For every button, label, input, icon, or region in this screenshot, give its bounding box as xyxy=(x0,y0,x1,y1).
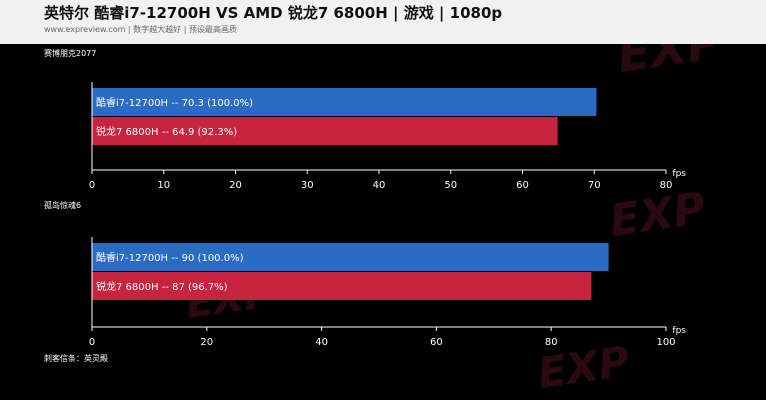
chart-panel-1: 孤岛惊魂6 酷睿i7-12700H -- 90 (100.0%) 锐龙7 6800H… xyxy=(44,200,686,348)
bar-a xyxy=(92,243,609,271)
x-tick-label: 70 xyxy=(588,180,601,191)
x-tick-label: 30 xyxy=(301,180,314,191)
x-tick-label: 60 xyxy=(430,337,443,348)
x-tick-label: 100 xyxy=(656,337,675,348)
chart-panel-0: 赛博朋克2077 酷睿i7-12700H -- 70.3 (100.0%) 锐龙7 … xyxy=(44,48,686,191)
bar-b xyxy=(92,117,558,145)
x-tick-label: 0 xyxy=(89,337,95,348)
x-tick-label: 20 xyxy=(229,180,242,191)
data-label: 酷睿i7-12700H -- 70.3 (100.0%) xyxy=(96,96,253,109)
header-bar: 英特尔 酷睿i7-12700H VS AMD 锐龙7 6800H | 游戏 | … xyxy=(0,0,766,44)
x-tick-label: 40 xyxy=(373,180,386,191)
chart-title: 刺客信条：英灵殿 xyxy=(44,353,108,363)
page-title: 英特尔 酷睿i7-12700H VS AMD 锐龙7 6800H | 游戏 | … xyxy=(44,4,503,22)
x-tick-label: 50 xyxy=(444,180,457,191)
bar-a xyxy=(92,88,597,116)
chart-title: 孤岛惊魂6 xyxy=(44,200,81,210)
data-label: 酷睿i7-12700H -- 90 (100.0%) xyxy=(96,251,244,264)
x-tick-label: 10 xyxy=(157,180,170,191)
x-tick-label: 60 xyxy=(516,180,529,191)
x-tick-label: 0 xyxy=(89,180,95,191)
bar-b xyxy=(92,272,592,300)
axis-unit-label: fps xyxy=(672,169,686,179)
chart-title: 赛博朋克2077 xyxy=(44,48,96,58)
data-label: 锐龙7 6800H -- 64.9 (92.3%) xyxy=(96,125,237,138)
x-tick-label: 20 xyxy=(200,337,213,348)
x-tick-label: 40 xyxy=(315,337,328,348)
watermark-1: EXP xyxy=(606,183,708,247)
x-tick-label: 80 xyxy=(545,337,558,348)
axis-unit-label: fps xyxy=(672,326,686,336)
x-tick-label: 80 xyxy=(660,180,673,191)
chart-panel-2: 刺客信条：英灵殿 xyxy=(44,353,108,363)
page-subtitle: www.expreview.com | 数字越大越好 | 预设最高画质 xyxy=(44,25,237,34)
data-label: 锐龙7 6800H -- 87 (96.7%) xyxy=(96,280,228,293)
